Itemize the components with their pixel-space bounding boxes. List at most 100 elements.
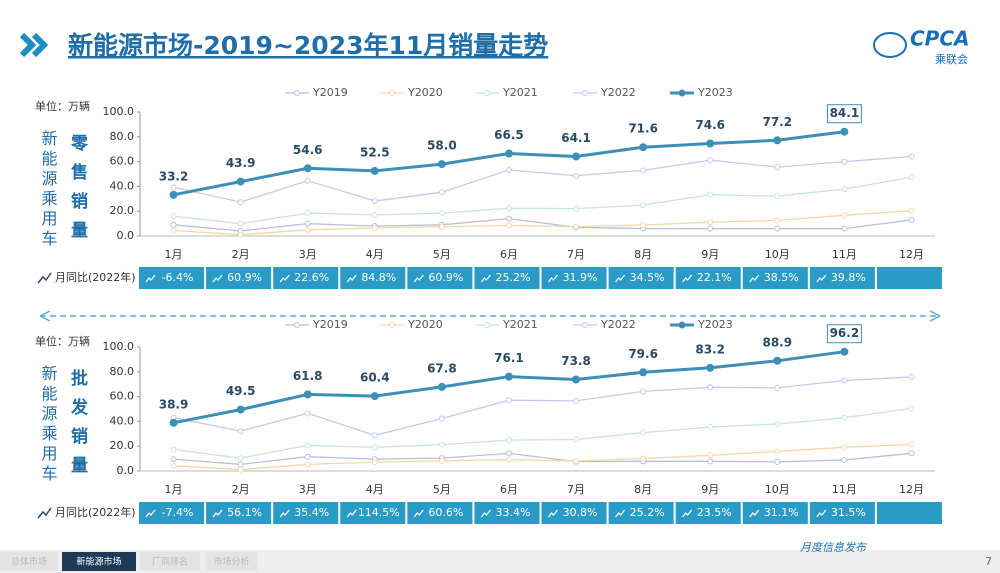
yoy-cell: [139, 267, 205, 289]
value-label: 79.6: [628, 347, 658, 361]
yoy-value: 34.5%: [630, 271, 665, 284]
data-point: [438, 223, 445, 230]
data-point: [169, 190, 178, 199]
data-point: [706, 139, 715, 148]
data-point: [237, 220, 244, 227]
yoy-value: 60.6%: [428, 506, 463, 519]
data-point: [170, 446, 177, 453]
series-line: [173, 155, 912, 203]
data-point: [371, 432, 378, 439]
data-point: [237, 455, 244, 462]
legend-marker: [678, 89, 686, 97]
chart-title: 零售销量: [67, 134, 89, 250]
yoy-value: 23.5%: [697, 506, 732, 519]
yoy-cell: [139, 502, 205, 524]
data-point: [908, 174, 915, 181]
data-point: [304, 461, 311, 468]
x-tick-label: 2月: [232, 483, 250, 496]
data-point: [841, 444, 848, 451]
footer-tab[interactable]: [205, 552, 258, 571]
legend-marker: [484, 322, 490, 328]
yoy-label: 月同比(2022年): [55, 270, 136, 284]
yoy-cell-icon: [548, 509, 558, 518]
x-tick-label: 7月: [567, 483, 585, 496]
yoy-value: 30.8%: [563, 506, 598, 519]
yoy-label: 月同比(2022年): [55, 505, 136, 519]
x-tick-label: 12月: [899, 248, 924, 261]
yoy-cell-icon: [145, 509, 156, 518]
value-label: 88.9: [762, 335, 792, 349]
x-tick-label: 10月: [765, 248, 790, 261]
yoy-cell-icon: [548, 274, 558, 283]
yoy-cell-icon: [212, 509, 223, 518]
data-point: [438, 210, 445, 217]
data-point: [505, 215, 512, 222]
data-point: [438, 415, 445, 422]
yoy-cell-icon: [749, 274, 760, 283]
yoy-cell-icon: [145, 274, 156, 283]
data-point: [170, 456, 177, 463]
data-point: [170, 221, 177, 228]
data-point: [908, 216, 915, 223]
x-tick-label: 12月: [899, 483, 924, 496]
data-point: [170, 227, 177, 234]
footer-tab-label[interactable]: 市场分析: [213, 556, 249, 568]
data-point: [773, 136, 782, 145]
yoy-value: 25.2%: [495, 271, 530, 284]
data-point: [237, 461, 244, 468]
data-point: [640, 167, 647, 174]
unit-label: 单位：万辆: [35, 99, 90, 113]
y-tick-label: 80.0: [110, 130, 135, 143]
footer-tab-label[interactable]: 厂商排名: [152, 556, 188, 568]
data-point: [438, 189, 445, 196]
footer-tab[interactable]: [140, 552, 200, 571]
side-subtitle: 新能源乘用车: [39, 130, 58, 250]
footer-note: 月度信息发布: [800, 541, 868, 554]
data-point: [774, 217, 781, 224]
data-point: [505, 397, 512, 404]
footer-tab[interactable]: [62, 552, 136, 571]
data-point: [841, 212, 848, 219]
series-line: [173, 376, 912, 437]
value-label: 38.9: [159, 397, 189, 411]
yoy-cell-icon: [346, 274, 357, 283]
value-label: 96.2: [830, 326, 860, 340]
legend-marker: [294, 322, 300, 328]
footer-tab-label[interactable]: 总体市场: [11, 556, 47, 568]
yoy-cell-icon: [816, 274, 827, 283]
data-point: [303, 164, 312, 173]
value-label: 73.8: [561, 354, 591, 368]
logo-text: CPCA: [910, 27, 970, 51]
data-point: [707, 452, 714, 459]
x-tick-label: 10月: [765, 483, 790, 496]
yoy-cell-icon: [413, 509, 424, 518]
data-point: [707, 225, 714, 232]
data-point: [707, 157, 714, 164]
yoy-cell: [742, 267, 808, 289]
yoy-cell: [876, 502, 942, 524]
yoy-cell-icon: [346, 509, 357, 518]
x-tick-label: 4月: [366, 483, 384, 496]
data-point: [707, 458, 714, 465]
logo-mark: [873, 32, 907, 58]
data-point: [505, 205, 512, 212]
data-point: [640, 221, 647, 228]
data-point: [304, 226, 311, 233]
value-label: 66.5: [494, 128, 524, 142]
footer-tab[interactable]: [0, 552, 58, 571]
yoy-cell: [407, 502, 473, 524]
yoy-cell-icon: [615, 509, 626, 518]
data-point: [840, 127, 849, 136]
footer-tab-label[interactable]: 新能源市场: [76, 556, 121, 568]
value-label: 83.2: [695, 342, 725, 356]
yoy-cell-icon: [480, 274, 491, 283]
y-tick-label: 20.0: [110, 204, 135, 217]
data-point: [640, 429, 647, 436]
data-point: [237, 428, 244, 435]
yoy-value: 31.5%: [831, 506, 866, 519]
yoy-value: 31.9%: [563, 271, 598, 284]
data-point: [304, 177, 311, 184]
x-tick-label: 3月: [299, 483, 317, 496]
x-tick-label: 8月: [634, 483, 652, 496]
